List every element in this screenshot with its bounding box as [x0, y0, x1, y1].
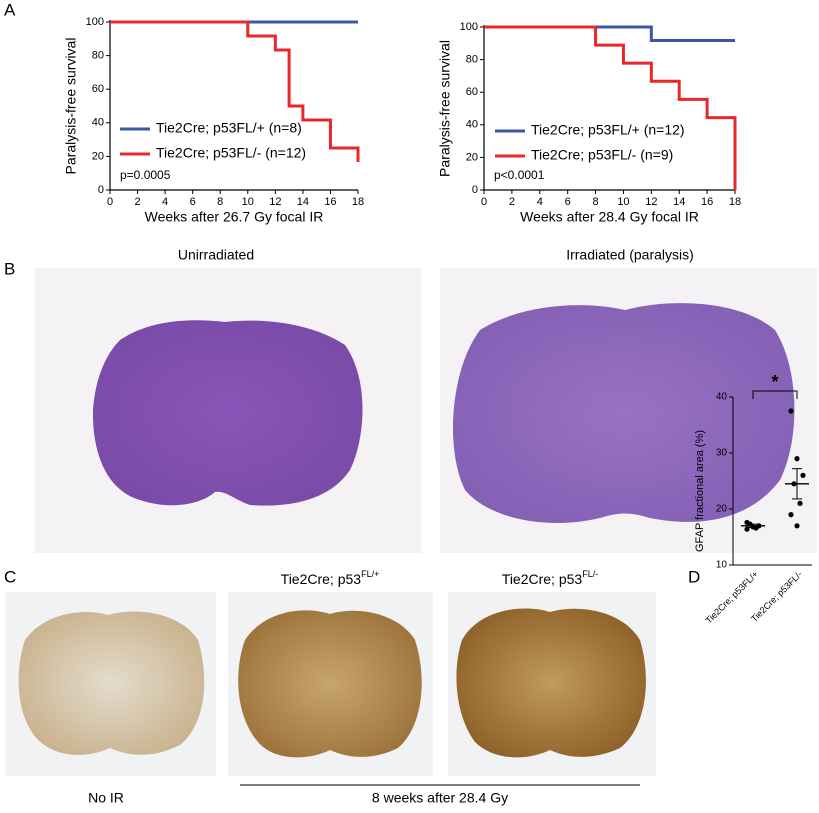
annotation: p=0.0005 [120, 168, 171, 182]
ihc-image [228, 592, 433, 776]
annotation: * [771, 372, 778, 392]
legend-label: Tie2Cre; p53FL/- (n=12) [156, 145, 306, 161]
survival-line [110, 20, 360, 162]
caption-sup: FL/+ [361, 569, 379, 579]
panel-label: B [4, 259, 15, 278]
x-tick-label: 18 [352, 196, 364, 208]
x-tick-label: 4 [162, 196, 168, 208]
data-point [788, 408, 794, 414]
y-tick-label: 30 [716, 448, 728, 459]
y-tick-label: 20 [716, 504, 728, 515]
x-tick-label: 16 [324, 196, 336, 208]
x-tick-label: 18 [729, 196, 741, 208]
legend-label: Tie2Cre; p53FL/- (n=9) [531, 147, 673, 163]
data-point [794, 456, 800, 462]
image-caption: 8 weeks after 28.4 Gy [372, 790, 508, 806]
data-point [753, 525, 759, 531]
x-tick-label: 4 [537, 196, 543, 208]
caption-sup: FL/- [582, 569, 598, 579]
x-tick-label: 12 [269, 196, 281, 208]
ihc-image [5, 592, 216, 776]
x-tick-label: 0 [481, 196, 487, 208]
y-axis-label: Paralysis-free survival [437, 40, 453, 177]
image-caption: No IR [88, 790, 124, 806]
legend-label: Tie2Cre; p53FL/+ (n=12) [531, 122, 685, 138]
y-tick-label: 10 [716, 560, 728, 571]
y-tick-label: 20 [466, 151, 478, 163]
y-tick-label: 60 [466, 86, 478, 98]
histology-image [35, 268, 421, 553]
x-axis-label: Weeks after 28.4 Gy focal IR [520, 209, 699, 225]
image-caption: Tie2Cre; p53FL/+ [281, 569, 380, 586]
x-tick-label: 0 [107, 196, 113, 208]
x-tick-label: 12 [645, 196, 657, 208]
x-tick-label: 8 [592, 196, 598, 208]
legend-label: Tie2Cre; p53FL/+ (n=8) [156, 120, 302, 136]
x-tick-label: 2 [509, 196, 515, 208]
ihc-image [448, 592, 656, 776]
survival-line [484, 25, 737, 190]
data-point [794, 523, 800, 529]
data-point [800, 472, 806, 478]
caption-base: Tie2Cre; p53 [502, 571, 583, 587]
x-tick-label: 2 [134, 196, 140, 208]
y-tick-label: 40 [466, 119, 478, 131]
image-caption: Tie2Cre; p53FL/- [502, 569, 598, 586]
image-caption: Unirradiated [178, 247, 254, 263]
survival-line [484, 25, 735, 43]
y-axis-label: Paralysis-free survival [63, 38, 79, 175]
x-tick-label: 8 [217, 196, 223, 208]
image-caption: Irradiated (paralysis) [566, 247, 694, 263]
y-axis-label: GFAP fractional area (%) [694, 430, 706, 552]
panel-label: C [4, 567, 16, 586]
caption-base: Tie2Cre; p53 [281, 571, 362, 587]
y-tick-label: 80 [466, 54, 478, 66]
data-point [788, 511, 794, 518]
annotation: p<0.0001 [494, 168, 545, 182]
y-tick-label: 100 [460, 21, 478, 33]
y-tick-label: 0 [98, 184, 104, 196]
panel-label: A [4, 0, 16, 19]
histology-image [440, 268, 817, 553]
x-tick-label: 14 [297, 196, 309, 208]
y-tick-label: 40 [92, 117, 104, 129]
y-tick-label: 80 [92, 50, 104, 62]
x-tick-label: 10 [617, 196, 629, 208]
y-tick-label: 60 [92, 83, 104, 95]
y-tick-label: 40 [716, 392, 728, 403]
x-tick-label: 6 [565, 196, 571, 208]
x-axis-label: Weeks after 26.7 Gy focal IR [145, 209, 324, 225]
data-point [797, 500, 803, 506]
x-tick-label: 16 [701, 196, 713, 208]
x-tick-label: 6 [190, 196, 196, 208]
y-tick-label: 0 [472, 184, 478, 196]
x-tick-label: 10 [242, 196, 254, 208]
y-tick-label: 20 [92, 150, 104, 162]
panel-label: D [688, 567, 700, 586]
significance-bracket [752, 390, 798, 399]
y-tick-label: 100 [86, 16, 104, 28]
x-tick-label: 14 [673, 196, 685, 208]
